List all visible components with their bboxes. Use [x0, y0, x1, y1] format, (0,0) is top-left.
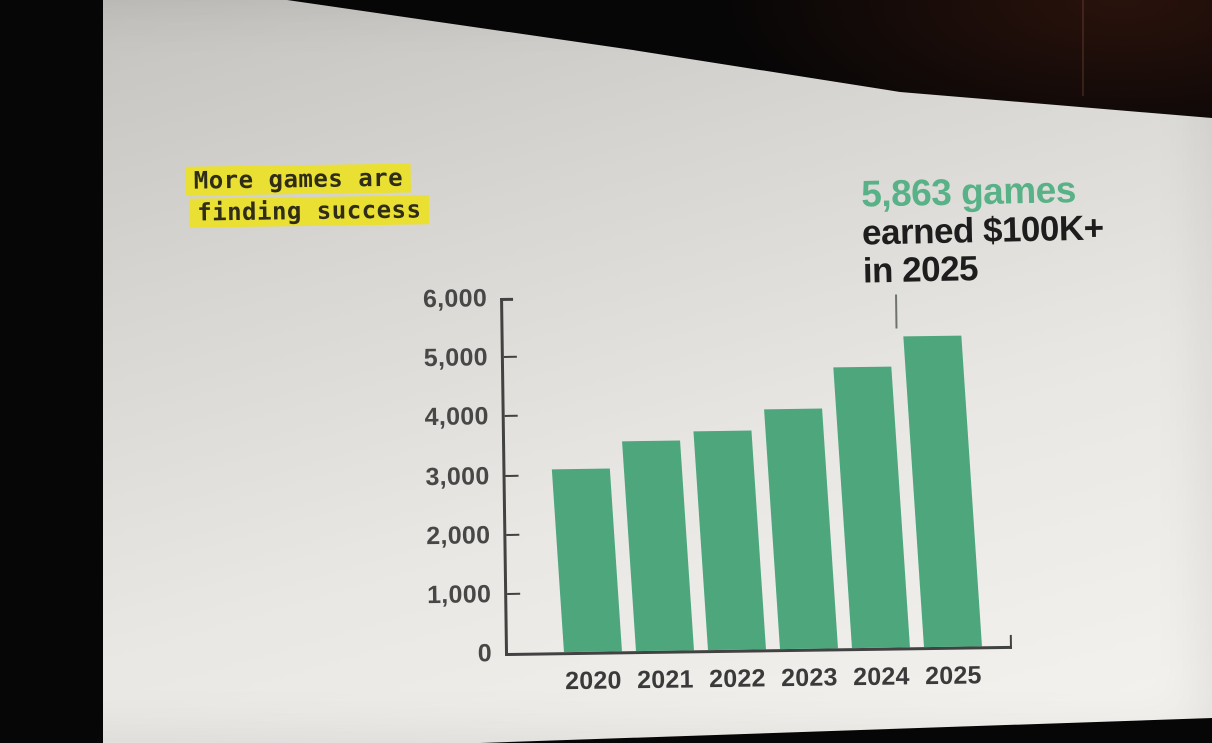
bar-chart: 0 1,000 2,000 3,000 4,000 5,000 6,000 2020 2021 2… [395, 272, 1061, 721]
bar-2022 [693, 430, 766, 651]
bar-2025 [903, 335, 982, 648]
y-axis-tick [506, 592, 520, 595]
annotation-line-2: earned $100K+ [861, 208, 1104, 253]
annotation-value: 5,863 games [860, 169, 1077, 215]
callout-line [895, 294, 898, 329]
y-tick-label-3,000: 3,000 [425, 461, 490, 491]
bar-2024 [833, 366, 910, 649]
y-tick-label-2,000: 2,000 [426, 520, 491, 550]
y-axis-tick [505, 474, 519, 477]
y-tick-label-4,000: 4,000 [424, 402, 489, 432]
x-axis-end-hook [1009, 634, 1012, 649]
y-tick-label-1,000: 1,000 [426, 580, 492, 609]
bar-2021 [622, 440, 694, 652]
title-line-1: More games are [185, 163, 412, 196]
y-axis-tick [505, 533, 519, 536]
slide-title: More games are finding success [185, 163, 430, 228]
x-tick-label-2025: 2025 [924, 661, 982, 691]
y-axis-top-hook [500, 297, 514, 301]
y-tick-label-0: 0 [477, 639, 493, 668]
y-axis-tick [503, 355, 517, 359]
bar-2020 [551, 468, 622, 653]
y-axis-tick [504, 415, 518, 418]
y-tick-label-6,000: 6,000 [422, 284, 488, 314]
title-line-2: finding success [189, 195, 430, 228]
ceiling-line [1082, 0, 1084, 96]
bar-2023 [764, 408, 838, 650]
y-tick-label-5,000: 5,000 [423, 343, 489, 373]
callout-annotation: 5,863 games earned $100K+ in 2025 [861, 169, 1105, 290]
